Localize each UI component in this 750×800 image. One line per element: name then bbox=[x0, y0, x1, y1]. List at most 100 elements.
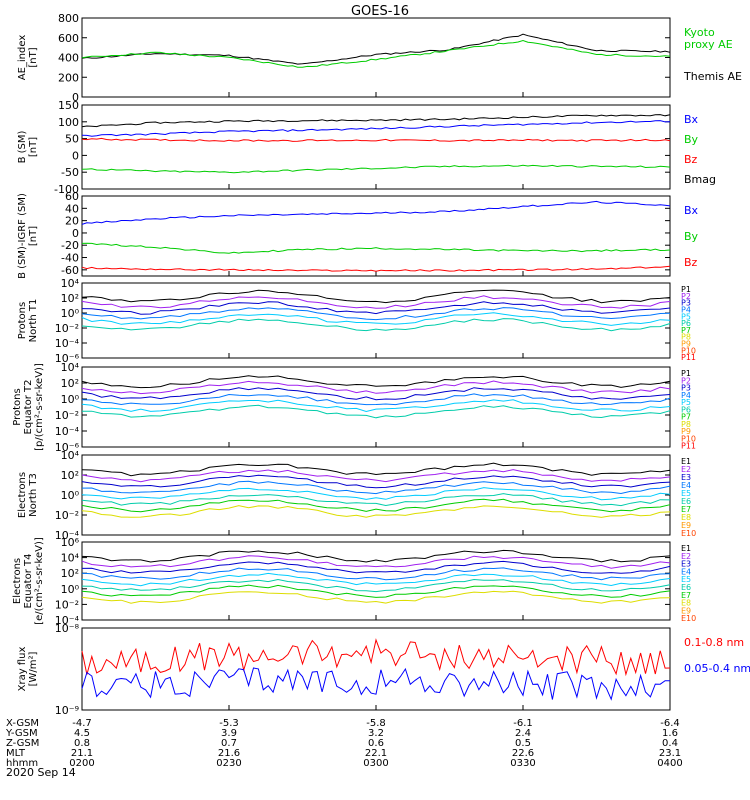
legend-channel-label: P4 bbox=[681, 305, 691, 314]
series-line bbox=[81, 242, 671, 254]
legend-channel-label: P8 bbox=[681, 420, 691, 429]
y-tick-label: 10⁻⁴ bbox=[55, 425, 80, 438]
flux-channel-line bbox=[81, 584, 671, 598]
legend-channel-label: E9 bbox=[681, 606, 691, 615]
flux-channel-line bbox=[81, 487, 671, 501]
footer-cell: 0200 bbox=[69, 758, 94, 769]
series-line bbox=[81, 265, 671, 272]
legend-channel-label: P2 bbox=[681, 292, 691, 301]
flux-channel-line bbox=[81, 555, 671, 569]
flux-channel-line bbox=[81, 380, 671, 395]
y-tick-label: 10⁻² bbox=[55, 598, 79, 611]
legend-label: Bz bbox=[684, 153, 698, 166]
y-tick-label: 400 bbox=[58, 52, 79, 65]
legend-channel-label: E4 bbox=[681, 481, 691, 490]
flux-channel-line bbox=[81, 505, 671, 518]
legend-label: By bbox=[684, 230, 699, 243]
panel-2: 150 100 50 0 -50 -100 B (SM) [nT] Bx By Bz Bmag bbox=[17, 99, 716, 196]
flux-channel-line bbox=[81, 469, 671, 483]
flux-channel-line bbox=[81, 295, 671, 309]
series-line bbox=[81, 39, 671, 68]
y-axis-label: Equator T2 bbox=[23, 380, 34, 435]
flux-channel-line bbox=[81, 560, 671, 574]
series-line bbox=[81, 114, 671, 128]
legend-channel-label: P5 bbox=[681, 398, 691, 407]
flux-channel-line bbox=[82, 404, 671, 419]
legend-label: Bmag bbox=[684, 173, 716, 186]
footer-row-label: MLT bbox=[6, 748, 26, 759]
footer-cell: 0400 bbox=[657, 758, 682, 769]
footer-row-label: hhmm bbox=[6, 758, 38, 769]
y-tick-label: 10² bbox=[61, 377, 79, 390]
footer-row-label: Y-GSM bbox=[5, 728, 38, 739]
y-tick-label: 10² bbox=[61, 292, 79, 305]
legend-channel-label: E1 bbox=[681, 544, 691, 553]
legend-label: Bx bbox=[684, 204, 699, 217]
footer-cell: 1.6 bbox=[662, 728, 678, 739]
flux-channel-line bbox=[81, 312, 671, 326]
legend-label: 0.05-0.4 nm bbox=[684, 662, 750, 675]
y-tick-label: 600 bbox=[58, 32, 79, 45]
y-tick-label: 10² bbox=[61, 469, 79, 482]
y-axis-label: Electrons bbox=[12, 558, 23, 604]
panel-frame bbox=[81, 195, 671, 277]
legend-channel-label: P8 bbox=[681, 333, 691, 342]
y-axis-label: B (SM)-IGRF (SM) bbox=[17, 193, 28, 279]
panel-5: 10⁴ 10² 10⁰ 10⁻² 10⁻⁴ 10⁻⁶ Protons Equator T2 [p… bbox=[12, 361, 696, 454]
flux-channel-line bbox=[81, 393, 671, 406]
y-tick-label: 10⁴ bbox=[61, 277, 80, 290]
legend-channel-label: P11 bbox=[681, 353, 696, 362]
footer-cell: 0.5 bbox=[515, 738, 531, 749]
flux-channel-line bbox=[81, 474, 671, 489]
y-tick-label: 10⁻² bbox=[55, 509, 79, 522]
footer-cell: 3.9 bbox=[221, 728, 237, 739]
flux-channel-line bbox=[81, 498, 671, 513]
y-tick-label: 10⁻⁶ bbox=[55, 352, 80, 365]
y-tick-label: 10⁰ bbox=[61, 583, 80, 596]
footer-cell: -4.7 bbox=[72, 718, 92, 729]
y-axis-label: North T3 bbox=[28, 473, 39, 517]
legend-channel-label: P11 bbox=[681, 442, 696, 451]
legend-channel-label: P2 bbox=[681, 376, 691, 385]
flux-channel-line bbox=[81, 567, 671, 581]
legend-channel-label: E6 bbox=[681, 497, 691, 506]
footer-cell: 4.5 bbox=[74, 728, 90, 739]
footer-cell: 0330 bbox=[510, 758, 535, 769]
y-axis-label: Protons bbox=[12, 388, 23, 425]
footer-row-label: X-GSM bbox=[6, 718, 39, 729]
flux-channel-line bbox=[81, 578, 671, 593]
footer-cell: 0.6 bbox=[368, 738, 384, 749]
y-tick-label: -50 bbox=[61, 166, 79, 179]
flux-channel-line bbox=[81, 493, 671, 507]
legend-label: Kyoto bbox=[684, 26, 715, 39]
footer-cell: 22.1 bbox=[365, 748, 387, 759]
y-tick-label: -20 bbox=[61, 239, 79, 252]
flux-channel-line bbox=[81, 462, 671, 477]
footer-row-label: Z-GSM bbox=[6, 738, 39, 749]
y-tick-label: 10⁻⁶ bbox=[55, 441, 80, 454]
legend-channel-label: E6 bbox=[681, 583, 691, 592]
panel-7: 10⁶ 10⁴ 10² 10⁰ 10⁻² 10⁻⁴ Electrons Equator T4[… bbox=[12, 536, 696, 627]
legend-label: Themis AE bbox=[683, 70, 742, 83]
y-tick-label: 0 bbox=[72, 149, 79, 162]
series-line bbox=[81, 120, 671, 137]
legend-channel-label: P7 bbox=[681, 326, 691, 335]
flux-channel-line bbox=[81, 549, 671, 563]
footer-cell: 2.4 bbox=[515, 728, 531, 739]
legend-channel-label: E7 bbox=[681, 505, 691, 514]
footer-cell: 0300 bbox=[363, 758, 388, 769]
y-axis-label: [p/(cm²-s-sr-keV)] bbox=[34, 363, 45, 451]
y-tick-label: 200 bbox=[58, 71, 79, 84]
footer-cell: -5.8 bbox=[366, 718, 386, 729]
y-tick-label: 10⁰ bbox=[61, 307, 80, 320]
panel-frame bbox=[81, 541, 671, 621]
y-tick-label: 10⁶ bbox=[61, 536, 80, 549]
y-tick-label: 10⁰ bbox=[61, 489, 80, 502]
flux-channel-line bbox=[81, 572, 671, 587]
flux-channel-line bbox=[81, 375, 671, 389]
